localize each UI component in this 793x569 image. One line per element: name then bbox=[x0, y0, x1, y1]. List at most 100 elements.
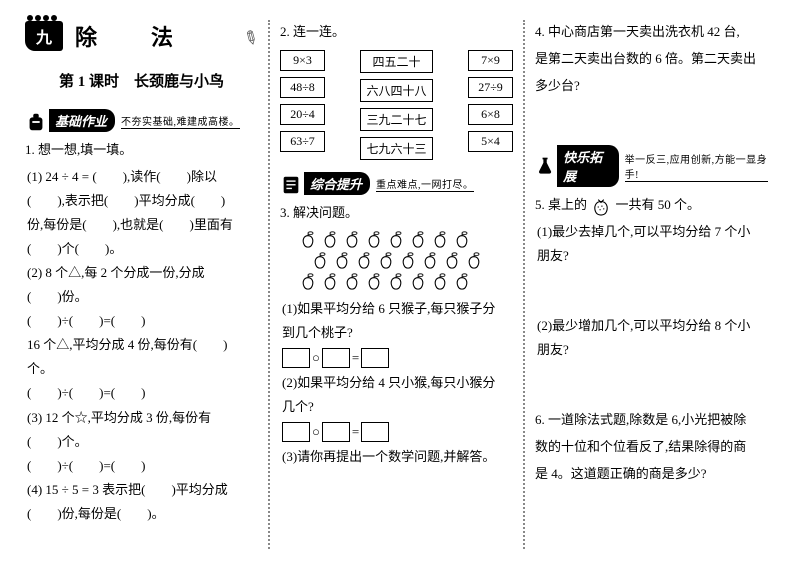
q6b: 数的十位和个位看反了,结果除得的商 bbox=[535, 435, 768, 459]
answer-box[interactable] bbox=[282, 348, 310, 368]
notebook-icon bbox=[280, 174, 302, 194]
cbox: 三九二十七 bbox=[360, 108, 432, 131]
q1-1a: (1) 24 ÷ 4 = ( ),读作( )除以 bbox=[25, 165, 258, 189]
q1-2f: ( )÷( )=( ) bbox=[25, 381, 258, 405]
comp-tag: 重点难点,一网打尽。 bbox=[376, 176, 474, 192]
ext-label: 快乐拓展 bbox=[557, 145, 619, 187]
column-3: 4. 中心商店第一天卖出洗衣机 42 台, 是第二天卖出台数的 6 倍。第二天卖… bbox=[525, 20, 778, 549]
q4c: 多少台? bbox=[535, 74, 768, 98]
peach-icon bbox=[430, 229, 450, 249]
ext-tag: 举一反三,应用创新,方能一显身手! bbox=[625, 151, 768, 182]
answer-box[interactable] bbox=[322, 348, 350, 368]
q5a: 5. 桌上的 bbox=[535, 197, 587, 212]
spacer bbox=[535, 362, 768, 408]
answer-box[interactable] bbox=[282, 422, 310, 442]
cbox: 六八四十八 bbox=[360, 79, 432, 102]
comp-label: 综合提升 bbox=[304, 172, 370, 195]
cbox: 48÷8 bbox=[280, 77, 325, 98]
q3-2b: 几个? bbox=[280, 395, 513, 419]
peach-icon bbox=[320, 271, 340, 291]
peach-icon bbox=[386, 271, 406, 291]
q4a: 4. 中心商店第一天卖出洗衣机 42 台, bbox=[535, 20, 768, 44]
comp-section-banner: 综合提升 重点难点,一网打尽。 bbox=[280, 172, 513, 195]
peach-icon bbox=[342, 229, 362, 249]
peach-row bbox=[280, 229, 513, 249]
q1-3b: ( )个。 bbox=[25, 430, 258, 454]
cbox: 63÷7 bbox=[280, 131, 325, 152]
cbox: 四五二十 bbox=[360, 50, 432, 73]
peach-icon bbox=[452, 271, 472, 291]
peach-icon bbox=[332, 250, 352, 270]
connect-mid: 四五二十 六八四十八 三九二十七 七九六十三 bbox=[360, 50, 432, 160]
flask-icon bbox=[535, 156, 555, 176]
q5b: 一共有 50 个。 bbox=[616, 197, 701, 212]
op-symbol: ○ bbox=[312, 424, 320, 440]
peach-icon bbox=[376, 250, 396, 270]
peach-icon bbox=[442, 250, 462, 270]
worksheet-page: 九 除 法 ✎ 第 1 课时 长颈鹿与小鸟 基础作业 不夯实基础,难建成高楼。 … bbox=[0, 0, 793, 569]
basic-label: 基础作业 bbox=[49, 109, 115, 132]
q3: 3. 解决问题。 bbox=[280, 201, 513, 225]
peach-row bbox=[280, 271, 513, 291]
q1-1c: 份,每份是( ),也就是( )里面有 bbox=[25, 213, 258, 237]
connect-left: 9×3 48÷8 20÷4 63÷7 bbox=[280, 50, 325, 160]
strawberry-icon bbox=[590, 196, 612, 216]
q5-1b: 朋友? bbox=[535, 244, 768, 268]
q1-1d: ( )个( )。 bbox=[25, 237, 258, 261]
peach-illustration bbox=[280, 229, 513, 291]
q1-1b: ( ),表示把( )平均分成( ) bbox=[25, 189, 258, 213]
peach-icon bbox=[364, 271, 384, 291]
answer-box[interactable] bbox=[361, 422, 389, 442]
peach-icon bbox=[354, 250, 374, 270]
peach-icon bbox=[408, 229, 428, 249]
cbox: 27÷9 bbox=[468, 77, 513, 98]
peach-icon bbox=[298, 229, 318, 249]
connect-grid: 9×3 48÷8 20÷4 63÷7 四五二十 六八四十八 三九二十七 七九六十… bbox=[280, 50, 513, 160]
eq-symbol: = bbox=[352, 424, 359, 440]
operation-line-2: ○ = bbox=[280, 422, 513, 442]
q1: 1. 想一想,填一填。 bbox=[25, 138, 258, 162]
spacer bbox=[535, 101, 768, 137]
peach-icon bbox=[420, 250, 440, 270]
column-1: 九 除 法 ✎ 第 1 课时 长颈鹿与小鸟 基础作业 不夯实基础,难建成高楼。 … bbox=[15, 20, 268, 549]
q1-2e: 个。 bbox=[25, 357, 258, 381]
cbox: 9×3 bbox=[280, 50, 325, 71]
q5-1a: (1)最少去掉几个,可以平均分给 7 个小 bbox=[535, 220, 768, 244]
cbox: 7×9 bbox=[468, 50, 513, 71]
chapter-number: 九 bbox=[25, 21, 63, 51]
q3-1a: (1)如果平均分给 6 只猴子,每只猴子分 bbox=[280, 297, 513, 321]
q3-1b: 到几个桃子? bbox=[280, 321, 513, 345]
peach-row bbox=[280, 250, 513, 270]
backpack-icon bbox=[25, 111, 47, 131]
ext-section-banner: 快乐拓展 举一反三,应用创新,方能一显身手! bbox=[535, 145, 768, 187]
q2: 2. 连一连。 bbox=[280, 20, 513, 44]
peach-icon bbox=[298, 271, 318, 291]
peach-icon bbox=[342, 271, 362, 291]
cbox: 20÷4 bbox=[280, 104, 325, 125]
q4b: 是第二天卖出台数的 6 倍。第二天卖出 bbox=[535, 47, 768, 71]
operation-line-1: ○ = bbox=[280, 348, 513, 368]
q1-4b: ( )份,每份是( )。 bbox=[25, 502, 258, 526]
peach-icon bbox=[430, 271, 450, 291]
peach-icon bbox=[464, 250, 484, 270]
spacer bbox=[535, 268, 768, 314]
q5-2a: (2)最少增加几个,可以平均分给 8 个小 bbox=[535, 314, 768, 338]
eq-symbol: = bbox=[352, 350, 359, 366]
column-2: 2. 连一连。 9×3 48÷8 20÷4 63÷7 四五二十 六八四十八 三九… bbox=[270, 20, 523, 549]
cbox: 七九六十三 bbox=[360, 137, 432, 160]
chapter-banner: 九 除 法 ✎ bbox=[25, 20, 258, 52]
basic-section-banner: 基础作业 不夯实基础,难建成高楼。 bbox=[25, 109, 258, 132]
chapter-title: 除 法 bbox=[75, 20, 189, 52]
q1-2d: 16 个△,平均分成 4 份,每份有( ) bbox=[25, 333, 258, 357]
peach-icon bbox=[386, 229, 406, 249]
q3-3: (3)请你再提出一个数学问题,并解答。 bbox=[280, 445, 513, 469]
q3-2a: (2)如果平均分给 4 只小猴,每只小猴分 bbox=[280, 371, 513, 395]
peach-icon bbox=[310, 250, 330, 270]
q1-2a: (2) 8 个△,每 2 个分成一份,分成 bbox=[25, 261, 258, 285]
peach-icon bbox=[408, 271, 428, 291]
answer-box[interactable] bbox=[322, 422, 350, 442]
answer-box[interactable] bbox=[361, 348, 389, 368]
q1-2c: ( )÷( )=( ) bbox=[25, 309, 258, 333]
cbox: 6×8 bbox=[468, 104, 513, 125]
op-symbol: ○ bbox=[312, 350, 320, 366]
